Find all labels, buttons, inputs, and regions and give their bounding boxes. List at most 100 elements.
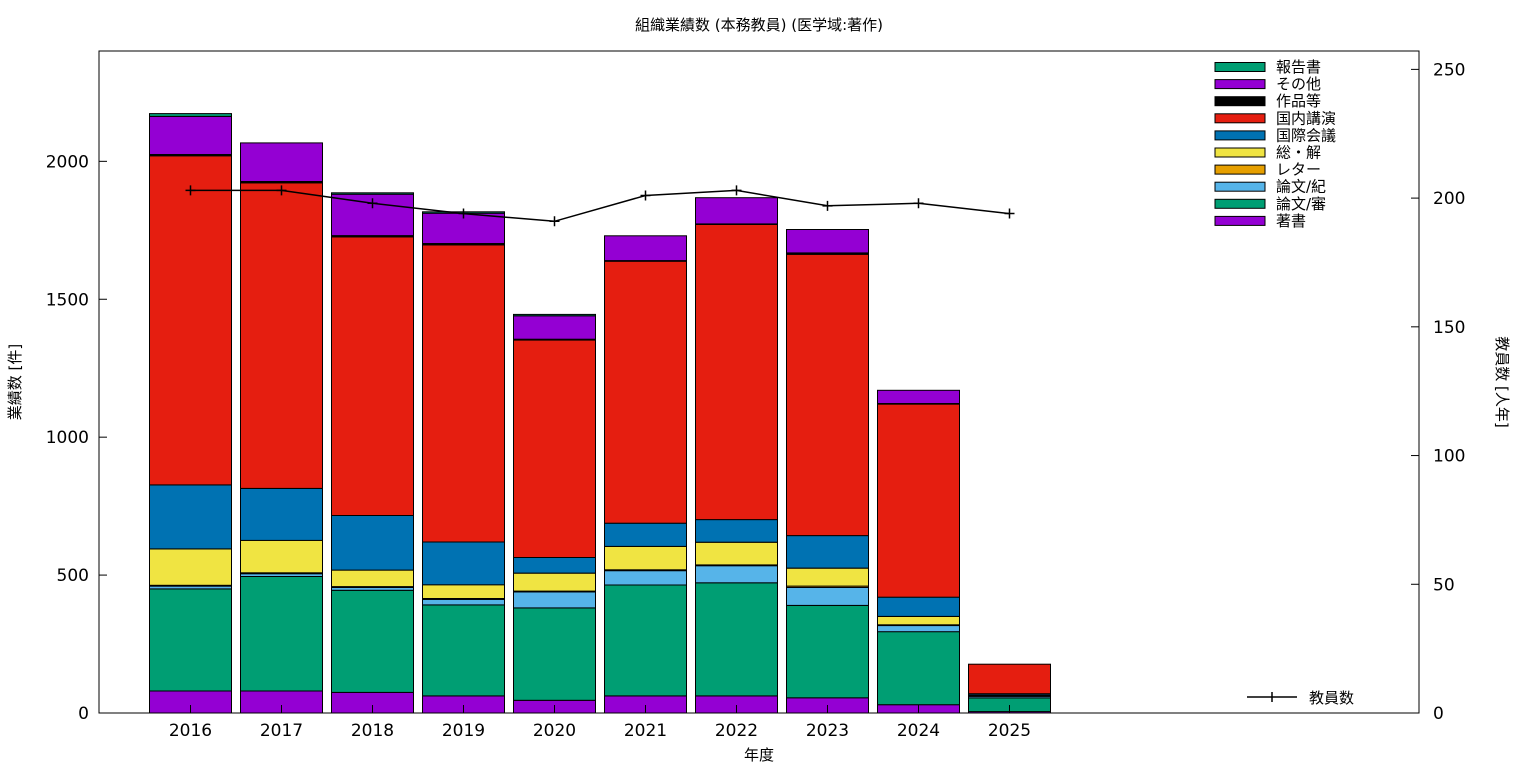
bar-segment-2017-s8 xyxy=(240,142,323,182)
y-tick-label-2000: 2000 xyxy=(46,152,89,172)
line-point-2016 xyxy=(185,185,196,196)
legend-label-3: 国内講演 xyxy=(1276,109,1336,127)
x-tick-label-2022: 2022 xyxy=(715,721,758,741)
bar-segment-2018-s4 xyxy=(331,569,414,588)
line-point-2020 xyxy=(549,216,560,227)
x-tick-label-2016: 2016 xyxy=(169,721,212,741)
x-tick-label-2018: 2018 xyxy=(351,721,394,741)
bar-segment-2024-s1 xyxy=(877,631,960,706)
bar-segment-2021-s5 xyxy=(604,522,687,547)
plot-frame xyxy=(98,50,1420,714)
chart-title: 組織業績数 (本務教員) (医学域:著作) xyxy=(635,16,883,34)
y2-tick-label-250: 250 xyxy=(1433,60,1465,80)
line-series xyxy=(185,185,1015,227)
legend-label-6: レター xyxy=(1276,161,1321,179)
y2-tick-label-50: 50 xyxy=(1433,575,1455,595)
x-tick-label-2021: 2021 xyxy=(624,721,667,741)
x-tick-label-2024: 2024 xyxy=(897,721,940,741)
bar-segment-2022-s8 xyxy=(695,197,778,225)
legend-swatch-5 xyxy=(1214,147,1266,158)
bar-segment-2019-s6 xyxy=(422,244,505,543)
legend-label-1: その他 xyxy=(1276,75,1321,93)
bar-segment-2018-s1 xyxy=(331,589,414,693)
bar-segment-2023-s5 xyxy=(786,535,869,569)
x-tick-label-2025: 2025 xyxy=(988,721,1031,741)
bar-segment-2019-s4 xyxy=(422,584,505,600)
x-tick-label-2023: 2023 xyxy=(806,721,849,741)
bar-segment-2024-s6 xyxy=(877,403,960,598)
legend-label-9: 著書 xyxy=(1276,212,1306,230)
line-point-2023 xyxy=(822,200,833,211)
bar-segment-2023-s4 xyxy=(786,567,869,587)
line-path xyxy=(190,189,1010,223)
legend-label-5: 総・解 xyxy=(1276,144,1321,162)
bar-segment-2020-s1 xyxy=(513,607,596,701)
line-point-2025 xyxy=(1004,208,1015,219)
bar-segment-2019-s1 xyxy=(422,604,505,697)
bar-segment-2017-s1 xyxy=(240,576,323,692)
bar-segment-2020-s4 xyxy=(513,572,596,592)
bar-segment-2022-s6 xyxy=(695,224,778,521)
bar-segment-2017-s5 xyxy=(240,488,323,541)
legend-label-4: 国際会議 xyxy=(1276,126,1336,144)
y2-tick-label-100: 100 xyxy=(1433,447,1465,467)
line-point-2024 xyxy=(913,198,924,209)
y2-axis-label: 教員数 [人年] xyxy=(1493,336,1511,427)
bar-segment-2022-s4 xyxy=(695,541,778,566)
bar-segment-2016-s4 xyxy=(149,548,232,586)
legend-label-8: 論文/審 xyxy=(1276,195,1326,213)
legend-swatch-0 xyxy=(1214,62,1266,72)
bar-segment-2020-s2 xyxy=(513,591,596,609)
bar-segment-2024-s5 xyxy=(877,596,960,617)
line-point-2021 xyxy=(640,190,651,201)
bar-segment-2022-s1 xyxy=(695,582,778,697)
legend-swatch-6 xyxy=(1214,164,1266,175)
legend-label-7: 論文/紀 xyxy=(1276,178,1326,196)
legend-swatch-1 xyxy=(1214,79,1266,90)
y-tick-label-500: 500 xyxy=(57,566,89,586)
legend-swatch-4 xyxy=(1214,130,1266,141)
bar-segment-2021-s1 xyxy=(604,584,687,697)
bar-segment-2023-s2 xyxy=(786,587,869,606)
legend-swatch-7 xyxy=(1214,181,1266,192)
bar-segment-2018-s5 xyxy=(331,515,414,571)
bar-segment-2019-s2 xyxy=(422,598,505,606)
bar-segment-2025-s6 xyxy=(968,663,1051,695)
legend-label-line: 教員数 xyxy=(1309,689,1354,707)
bar-segment-2016-s5 xyxy=(149,484,232,550)
line-point-2017 xyxy=(276,185,287,196)
legend-swatch-2 xyxy=(1214,96,1266,107)
bar-segment-2016-s6 xyxy=(149,155,232,486)
bar-segment-2021-s6 xyxy=(604,260,687,524)
y2-tick-label-200: 200 xyxy=(1433,189,1465,209)
bar-segment-2020-s6 xyxy=(513,339,596,558)
y-tick-label-0: 0 xyxy=(78,704,89,724)
bar-segment-2017-s4 xyxy=(240,539,323,574)
x-tick-label-2019: 2019 xyxy=(442,721,485,741)
bar-segment-2021-s4 xyxy=(604,545,687,571)
line-point-2018 xyxy=(367,198,378,209)
legend-swatch-3 xyxy=(1214,113,1266,124)
bar-segment-2020-s9 xyxy=(513,313,596,317)
legend-swatch-8 xyxy=(1214,198,1266,209)
line-point-2019 xyxy=(458,208,469,219)
bar-segment-2022-s5 xyxy=(695,519,778,543)
bar-segment-2016-s8 xyxy=(149,115,232,155)
bar-segment-2018-s6 xyxy=(331,236,414,516)
bar-segment-2022-s2 xyxy=(695,565,778,584)
x-tick-label-2017: 2017 xyxy=(260,721,303,741)
y-axis-label: 業績数 [件] xyxy=(6,344,24,420)
bar-segment-2017-s6 xyxy=(240,182,323,489)
bar-segment-2024-s4 xyxy=(877,616,960,626)
y-tick-label-1500: 1500 xyxy=(46,290,89,310)
bar-segment-2024-s8 xyxy=(877,389,960,404)
bar-segment-2020-s5 xyxy=(513,556,596,574)
bar-segment-2016-s9 xyxy=(149,113,232,117)
bar-area xyxy=(149,113,1051,714)
bar-segment-2019-s5 xyxy=(422,541,505,586)
bar-segment-2024-s2 xyxy=(877,625,960,633)
bar-segment-2021-s8 xyxy=(604,235,687,262)
legend-label-2: 作品等 xyxy=(1276,92,1321,110)
